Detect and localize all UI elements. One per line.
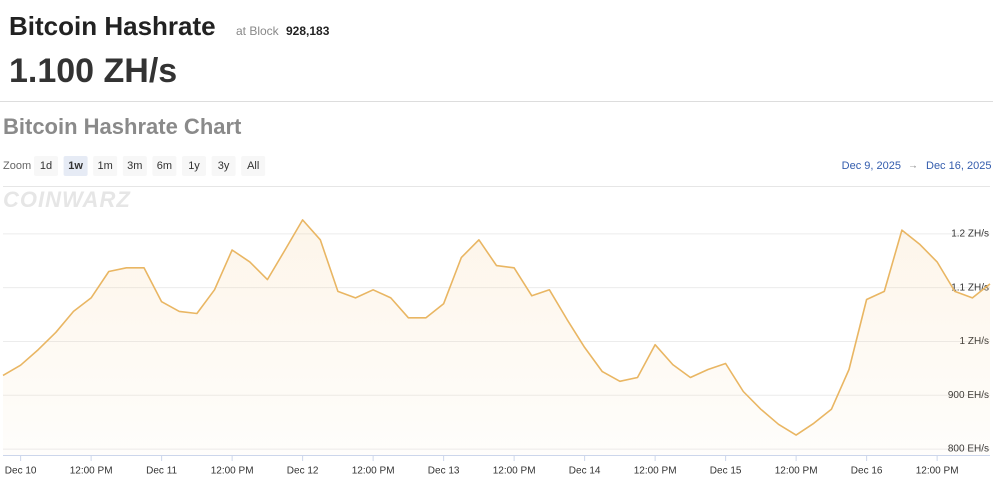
zoom-option[interactable]: 1m [98, 160, 113, 172]
watermark: COINWARZ [3, 187, 131, 212]
x-tick-label: Dec 13 [428, 466, 460, 477]
zoom-option[interactable]: 3m [127, 160, 142, 172]
line [2, 219, 991, 436]
zoom-option[interactable]: 3y [218, 160, 230, 172]
zoom-button[interactable] [93, 156, 118, 176]
zoom-button[interactable] [122, 156, 147, 176]
block-label: at Block [236, 24, 280, 38]
area [3, 219, 990, 455]
x-tick-label: Dec 12 [287, 466, 319, 477]
x-tick-label: Dec 16 [851, 466, 883, 477]
x-tick-label: 12:00 PM [211, 466, 254, 477]
page-title: Bitcoin Hashrate [9, 11, 216, 41]
range-from: Dec 9, 2025 [842, 160, 901, 172]
zoom-option[interactable]: All [247, 160, 259, 172]
x-tick-label: Dec 10 [5, 466, 37, 477]
x-tick-label: 12:00 PM [70, 466, 113, 477]
zoom-button[interactable] [241, 156, 266, 176]
x-tick-label: 12:00 PM [916, 466, 959, 477]
chart-title: Bitcoin Hashrate Chart [3, 114, 242, 139]
x-tick-label: Dec 14 [569, 466, 601, 477]
range-to: Dec 16, 2025 [926, 160, 991, 172]
zoom-option[interactable]: 1y [188, 160, 200, 172]
x-tick-label: Dec 11 [146, 466, 177, 477]
block-number: 928,183 [286, 24, 330, 38]
x-tick-label: 12:00 PM [634, 466, 677, 477]
zoom-button[interactable] [34, 156, 58, 176]
zoom-button[interactable] [63, 156, 88, 176]
zoom-option[interactable]: 6m [157, 160, 172, 172]
hashrate-value: 1.100 ZH/s [9, 52, 177, 90]
zoom-option[interactable]: 1w [68, 160, 83, 172]
zoom-label: Zoom [3, 160, 31, 172]
zoom-button[interactable] [182, 156, 206, 176]
x-tick-label: 12:00 PM [352, 466, 395, 477]
range-arrow: → [908, 161, 918, 172]
zoom-button[interactable] [211, 156, 236, 176]
zoom-button[interactable] [152, 156, 177, 176]
zoom-option[interactable]: 1d [40, 160, 52, 172]
x-tick-label: 12:00 PM [775, 466, 818, 477]
x-tick-label: Dec 15 [710, 466, 742, 477]
y-tick-label: 1.1 ZH/s [951, 282, 989, 293]
y-tick-label: 1.2 ZH/s [951, 229, 989, 240]
x-tick-label: 12:00 PM [493, 466, 536, 477]
